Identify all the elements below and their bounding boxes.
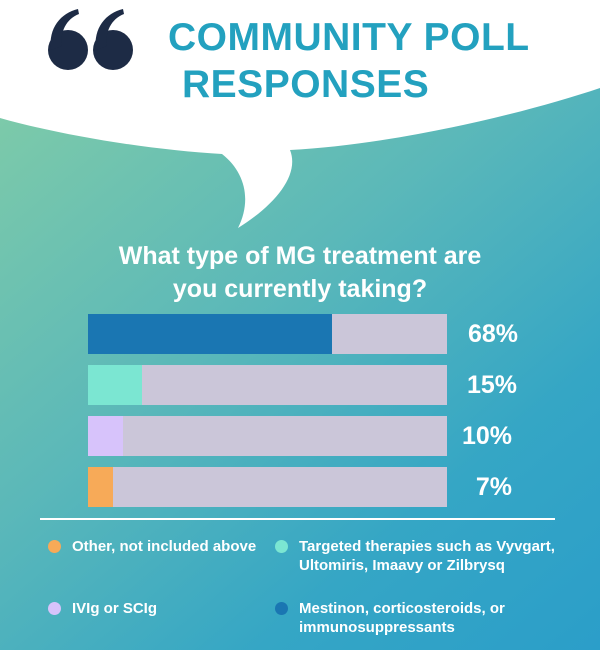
bar-ivig [88, 416, 123, 456]
legend-item-mestinon: Mestinon, corticosteroids, or immunosupp… [275, 599, 565, 637]
bar-targeted [88, 365, 142, 405]
bar-track-ivig [88, 416, 447, 456]
legend-item-ivig: IVIg or SCIg [48, 599, 263, 618]
legend-item-other: Other, not included above [48, 537, 263, 556]
question-line-1: What type of MG treatment are [118, 242, 482, 270]
bar-label-mestinon: 68% [467, 320, 518, 348]
legend-label-mestinon: Mestinon, corticosteroids, or immunosupp… [299, 600, 505, 636]
legend-divider [40, 518, 555, 520]
bar-label-other: 7% [475, 473, 512, 501]
bar-track-mestinon [88, 314, 447, 354]
legend-dot-targeted [275, 540, 288, 553]
bar-label-ivig: 10% [461, 422, 512, 450]
speech-bubble [0, 0, 600, 228]
question-line-2: you currently taking? [172, 275, 428, 303]
bar-label-targeted: 15% [466, 371, 517, 399]
quote-icon [48, 9, 133, 70]
bar-track-targeted [88, 365, 447, 405]
legend-label-targeted: Targeted therapies such as Vyvgart, Ulto… [299, 538, 555, 574]
legend-item-targeted: Targeted therapies such as Vyvgart, Ulto… [275, 537, 565, 575]
bar-track-other [88, 467, 447, 507]
legend-label-ivig: IVIg or SCIg [72, 600, 158, 617]
bar-other [88, 467, 113, 507]
legend-dot-mestinon [275, 602, 288, 615]
poll-question: What type of MG treatment are you curren… [0, 240, 600, 306]
poll-title: COMMUNITY POLL RESPONSES [168, 14, 588, 108]
legend-dot-other [48, 540, 61, 553]
title-line-2: RESPONSES [182, 63, 430, 106]
legend-label-other: Other, not included above [72, 538, 257, 555]
bar-mestinon [88, 314, 333, 354]
legend-dot-ivig [48, 602, 61, 615]
title-line-1: COMMUNITY POLL [168, 16, 530, 59]
